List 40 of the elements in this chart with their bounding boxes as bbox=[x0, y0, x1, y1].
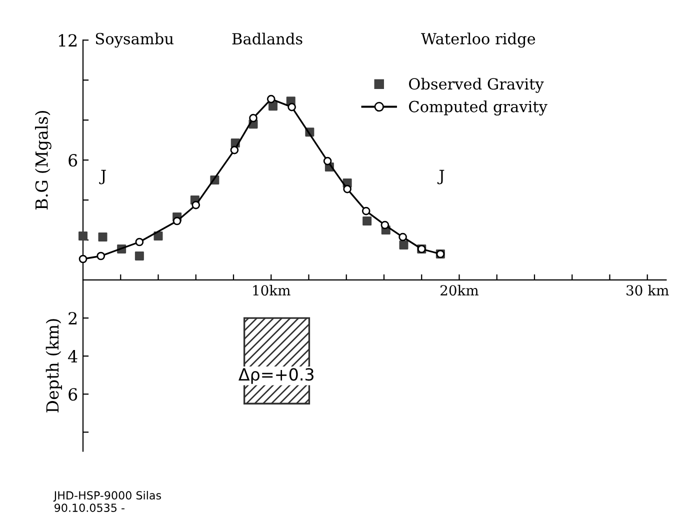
point bbox=[172, 216, 182, 226]
point bbox=[323, 156, 332, 166]
point bbox=[230, 146, 239, 154]
text: JHD-HSP-9000 Silas 90.10.0535 - bbox=[53, 490, 161, 512]
y-tick-label: 6 bbox=[68, 154, 78, 167]
point bbox=[398, 232, 407, 242]
y-axis-title: Depth (km) bbox=[46, 319, 62, 412]
point bbox=[362, 206, 370, 216]
y-axis-title: B.G (Mgals) bbox=[35, 111, 52, 210]
point bbox=[98, 232, 108, 242]
point bbox=[249, 114, 258, 122]
annotation: J bbox=[437, 170, 444, 184]
x-tick-label: 10km bbox=[253, 284, 290, 296]
y-tick-label: 2 bbox=[68, 312, 77, 324]
point bbox=[135, 238, 144, 246]
y-tick-label: 12 bbox=[58, 34, 77, 46]
y-tick-label: 6 bbox=[68, 388, 78, 401]
point bbox=[154, 232, 163, 241]
legend-label: Computed gravity bbox=[409, 100, 548, 116]
point bbox=[134, 252, 144, 260]
point bbox=[78, 254, 88, 264]
y-tick-label: 4 bbox=[68, 350, 78, 362]
annotation: Δρ=+0.3 bbox=[238, 368, 314, 384]
point bbox=[266, 94, 276, 104]
point bbox=[343, 184, 352, 194]
point bbox=[399, 240, 408, 250]
x-tick-label: 20km bbox=[440, 284, 478, 296]
annotation: Waterloo ridge bbox=[421, 32, 536, 48]
annotation: Soysambu bbox=[96, 32, 174, 48]
annotation: J bbox=[99, 170, 106, 184]
point bbox=[96, 252, 106, 260]
legend-label: Observed Gravity bbox=[409, 78, 544, 93]
point bbox=[192, 200, 200, 210]
point bbox=[380, 220, 390, 230]
point bbox=[362, 216, 372, 226]
point bbox=[78, 232, 88, 241]
point bbox=[288, 102, 296, 112]
point bbox=[268, 102, 278, 111]
x-tick-label: 30 km bbox=[626, 284, 669, 296]
annotation: Badlands bbox=[232, 32, 302, 45]
